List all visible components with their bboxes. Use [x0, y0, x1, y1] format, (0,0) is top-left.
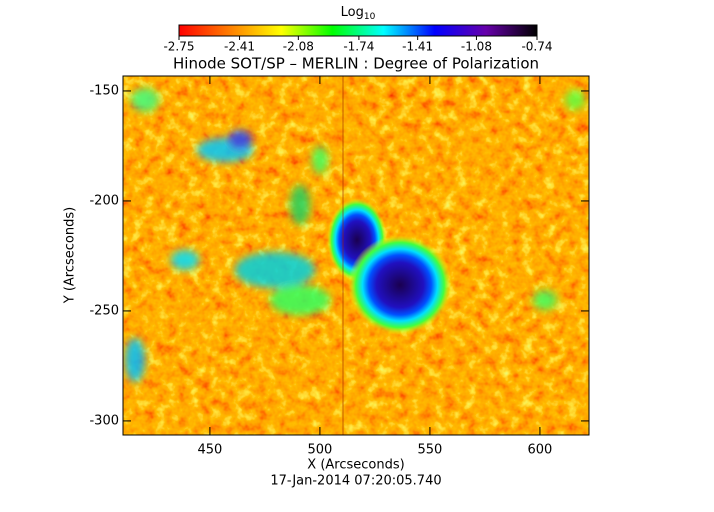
colorbar-tick-label: -1.08: [461, 40, 492, 54]
colorbar: [178, 24, 538, 37]
subtitle: 17-Jan-2014 07:20:05.740: [270, 474, 441, 489]
colorbar-tick-label: -1.41: [402, 40, 433, 54]
colorbar-tick-label: -1.74: [343, 40, 374, 54]
x-tick-label: 600: [528, 443, 553, 458]
colorbar-tick-label: -2.08: [283, 40, 314, 54]
network-patches: [125, 88, 585, 382]
colorbar-tick-label: -0.74: [521, 40, 552, 54]
y-axis-label: Y (Arcseconds): [63, 207, 78, 304]
chart-title: Hinode SOT/SP – MERLIN : Degree of Polar…: [173, 55, 539, 73]
x-axis-label: X (Arcseconds): [307, 458, 404, 473]
sunspot: [348, 235, 452, 335]
x-tick-label: 450: [197, 443, 222, 458]
colorbar-tick-label: -2.75: [163, 40, 194, 54]
y-tick-label: -200: [89, 193, 119, 208]
y-tick-label: -150: [89, 83, 119, 98]
colorbar-tick-label: -2.41: [224, 40, 255, 54]
x-tick-label: 550: [418, 443, 443, 458]
x-tick-label: 500: [308, 443, 333, 458]
y-tick-label: -300: [89, 413, 119, 428]
polarization-image: [123, 76, 589, 435]
plot-frame: [122, 75, 590, 436]
colorbar-label: Log10: [341, 5, 376, 22]
y-tick-label: -250: [89, 303, 119, 318]
